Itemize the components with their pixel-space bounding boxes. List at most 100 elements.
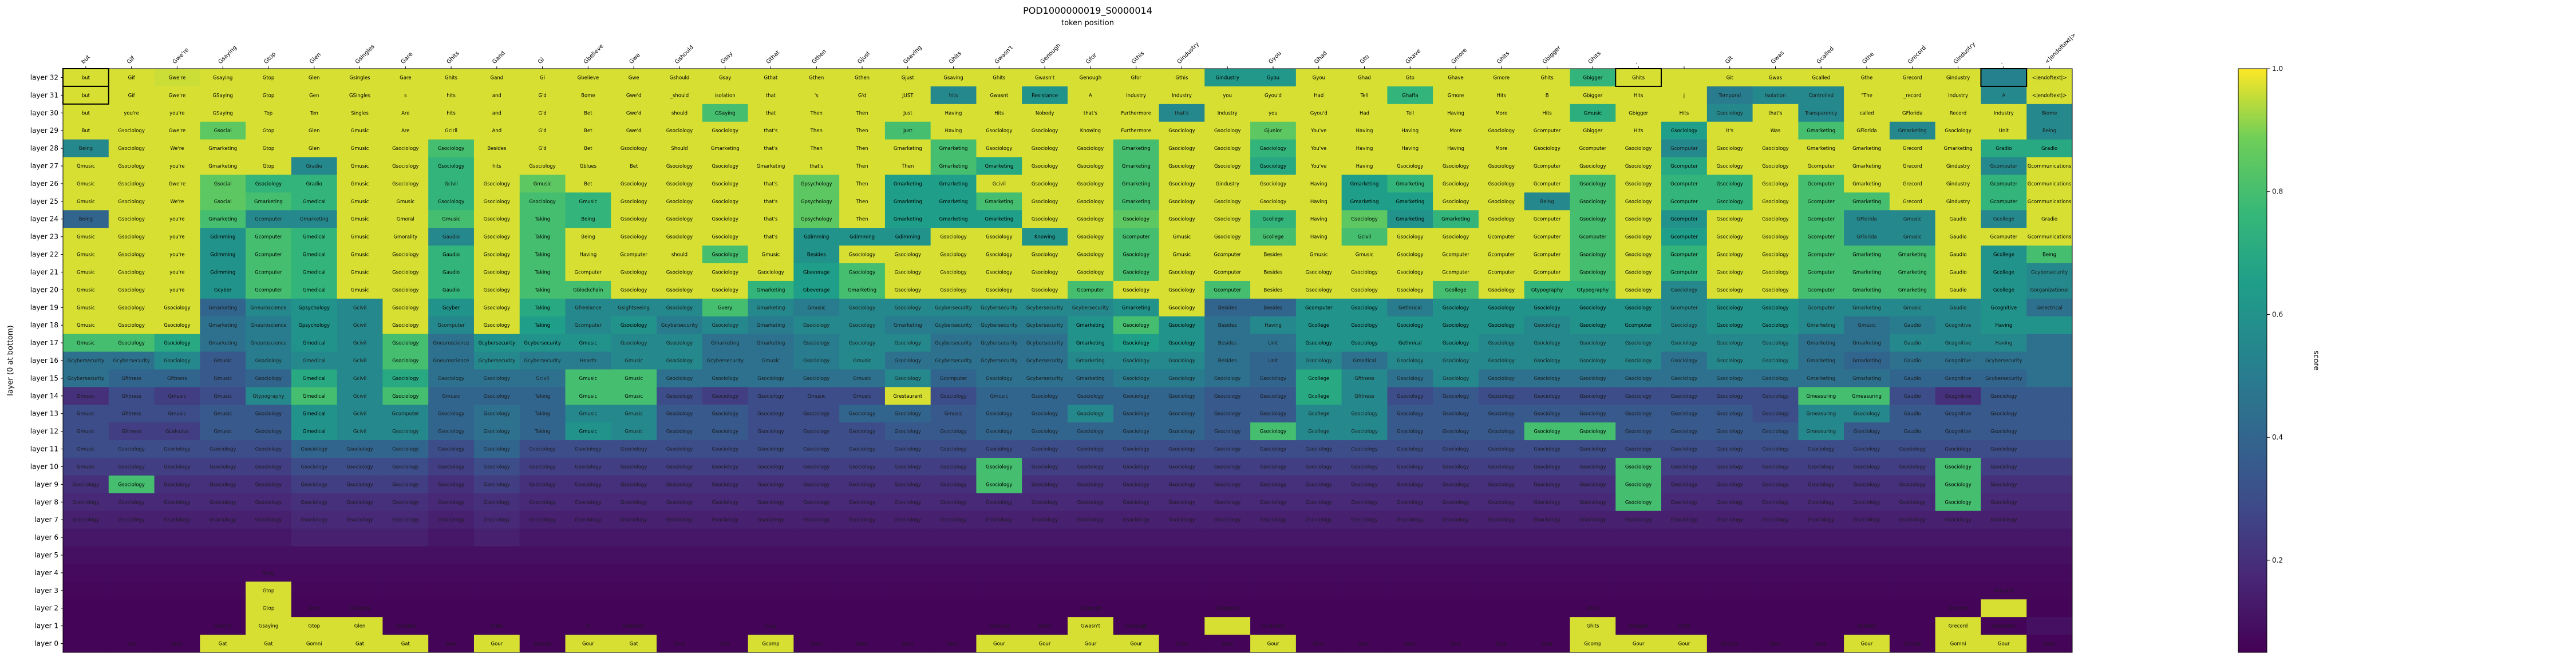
cell-label: Gsociology [1077, 394, 1104, 399]
cell-label: Gsociology [712, 164, 738, 169]
heatmap-cell [291, 546, 338, 564]
heatmap-cell [1113, 387, 1160, 405]
heatmap-cell [793, 528, 840, 547]
cell-label: Gsociology [1077, 217, 1104, 223]
cell-label: Being [2042, 252, 2056, 258]
heatmap-cell [1478, 104, 1525, 122]
cell-label: you're [124, 110, 139, 116]
cell-label: Gsociology [1488, 217, 1515, 223]
heatmap-cell [1570, 228, 1616, 246]
heatmap-cell [2026, 210, 2073, 228]
heatmap-cell [1022, 564, 1068, 582]
heatmap-cell [428, 69, 475, 87]
cell-label: Gsociology [1168, 305, 1195, 311]
heatmap-cell [1524, 387, 1570, 405]
heatmap-cell [519, 405, 566, 423]
x-tick-label: Gthen [811, 49, 828, 65]
heatmap-cell [657, 263, 703, 282]
cell-label: Gsociology [301, 464, 327, 470]
cell-label: Gcybersecurity [935, 323, 971, 328]
cell-label: Gsociology [621, 500, 647, 505]
heatmap-cell [1615, 369, 1662, 387]
heatmap-cell [1250, 210, 1297, 228]
cell-label: Gcognitive [1945, 323, 1971, 328]
cell-label: Besides [1264, 270, 1283, 275]
heatmap-cell [1524, 280, 1570, 299]
heatmap-cell [1250, 121, 1297, 140]
heatmap-cell [657, 581, 703, 600]
heatmap-cell [1387, 157, 1433, 175]
heatmap-cell [1661, 228, 1708, 246]
cell-label: Industry [1172, 93, 1192, 98]
heatmap-cell [428, 351, 475, 370]
heatmap-cell [200, 316, 246, 335]
heatmap-cell [884, 228, 931, 246]
cell-label: Gsociology [438, 447, 464, 453]
cell-label: Gsociology [1077, 270, 1104, 275]
heatmap-cell [337, 228, 383, 246]
cell-label: Being [581, 217, 595, 223]
heatmap-cell [473, 351, 520, 370]
x-tick-label: Gmore [1450, 48, 1468, 66]
heatmap-cell [1022, 86, 1068, 105]
cell-label: Gmusic [77, 394, 95, 399]
cell-label: Gsociology [484, 252, 510, 258]
heatmap-cell [63, 246, 109, 264]
cell-label: Gcomputer [1990, 164, 2018, 169]
colorbar-tick-label: 0.6 [2272, 310, 2283, 318]
heatmap-cell [1570, 104, 1616, 122]
heatmap-cell [154, 387, 200, 405]
heatmap-cell [657, 86, 703, 105]
heatmap-cell [1478, 175, 1525, 193]
heatmap-cell [1022, 121, 1068, 140]
cell-label: Ghad [1358, 75, 1371, 81]
cell-label: Gmarketing [1076, 323, 1105, 328]
cell-label: Gfitness [121, 411, 141, 417]
cell-label: Gindustry [1261, 624, 1285, 630]
heatmap-cell [976, 351, 1022, 370]
heatmap-cell [1433, 175, 1479, 193]
heatmap-cell [1204, 263, 1251, 282]
cell-label: Gsociology [1123, 217, 1149, 223]
cell-label: Gsociology [1716, 235, 1743, 240]
heatmap-cell [702, 175, 749, 193]
cell-label: Gmusic [351, 146, 369, 152]
cell-label: but [128, 642, 136, 647]
heatmap-cell [1204, 139, 1251, 158]
heatmap-cell [1706, 581, 1753, 600]
cell-label: Gsociology [1534, 517, 1560, 523]
cell-label: Gwe'd [626, 110, 642, 116]
cell-label: Gneuroscience [250, 323, 286, 328]
cell-label: Gsociology [986, 464, 1012, 470]
cell-label: Gcybersecurity [524, 358, 560, 364]
cell-label: Gcomputer [1534, 181, 1561, 187]
heatmap-cell [337, 263, 383, 282]
cell-label: Gsociology [1260, 164, 1286, 169]
cell-label: and [492, 93, 501, 98]
heatmap-cell [793, 387, 840, 405]
cell-label: Gsociology [1397, 323, 1423, 328]
heatmap-cell [839, 86, 886, 105]
cell-label: Being [1540, 199, 1554, 205]
cell-label: Gsociology [1123, 464, 1149, 470]
cell-label: Hits [994, 110, 1004, 116]
cell-label: We're [170, 199, 184, 205]
heatmap-cell [473, 86, 520, 105]
heatmap-cell [108, 334, 155, 353]
heatmap-cell [1204, 175, 1251, 193]
heatmap-cell [1570, 581, 1616, 600]
cell-label: Gsociology [164, 482, 190, 488]
x-tick-label: but [80, 54, 92, 66]
cell-label: Gcommunications [2028, 199, 2072, 205]
cell-label: Gcomputer [1534, 235, 1561, 240]
cell-label: Gsociology [1625, 146, 1652, 152]
cell-label: Gindustry [1946, 181, 1970, 187]
heatmap-cell [565, 175, 611, 193]
heatmap-cell [1889, 104, 1936, 122]
cell-label: Gsociology [849, 482, 875, 488]
heatmap-cell [839, 564, 886, 582]
heatmap-cell [565, 369, 611, 387]
heatmap-cell [1433, 564, 1479, 582]
cell-label: Gsociology [712, 287, 738, 293]
